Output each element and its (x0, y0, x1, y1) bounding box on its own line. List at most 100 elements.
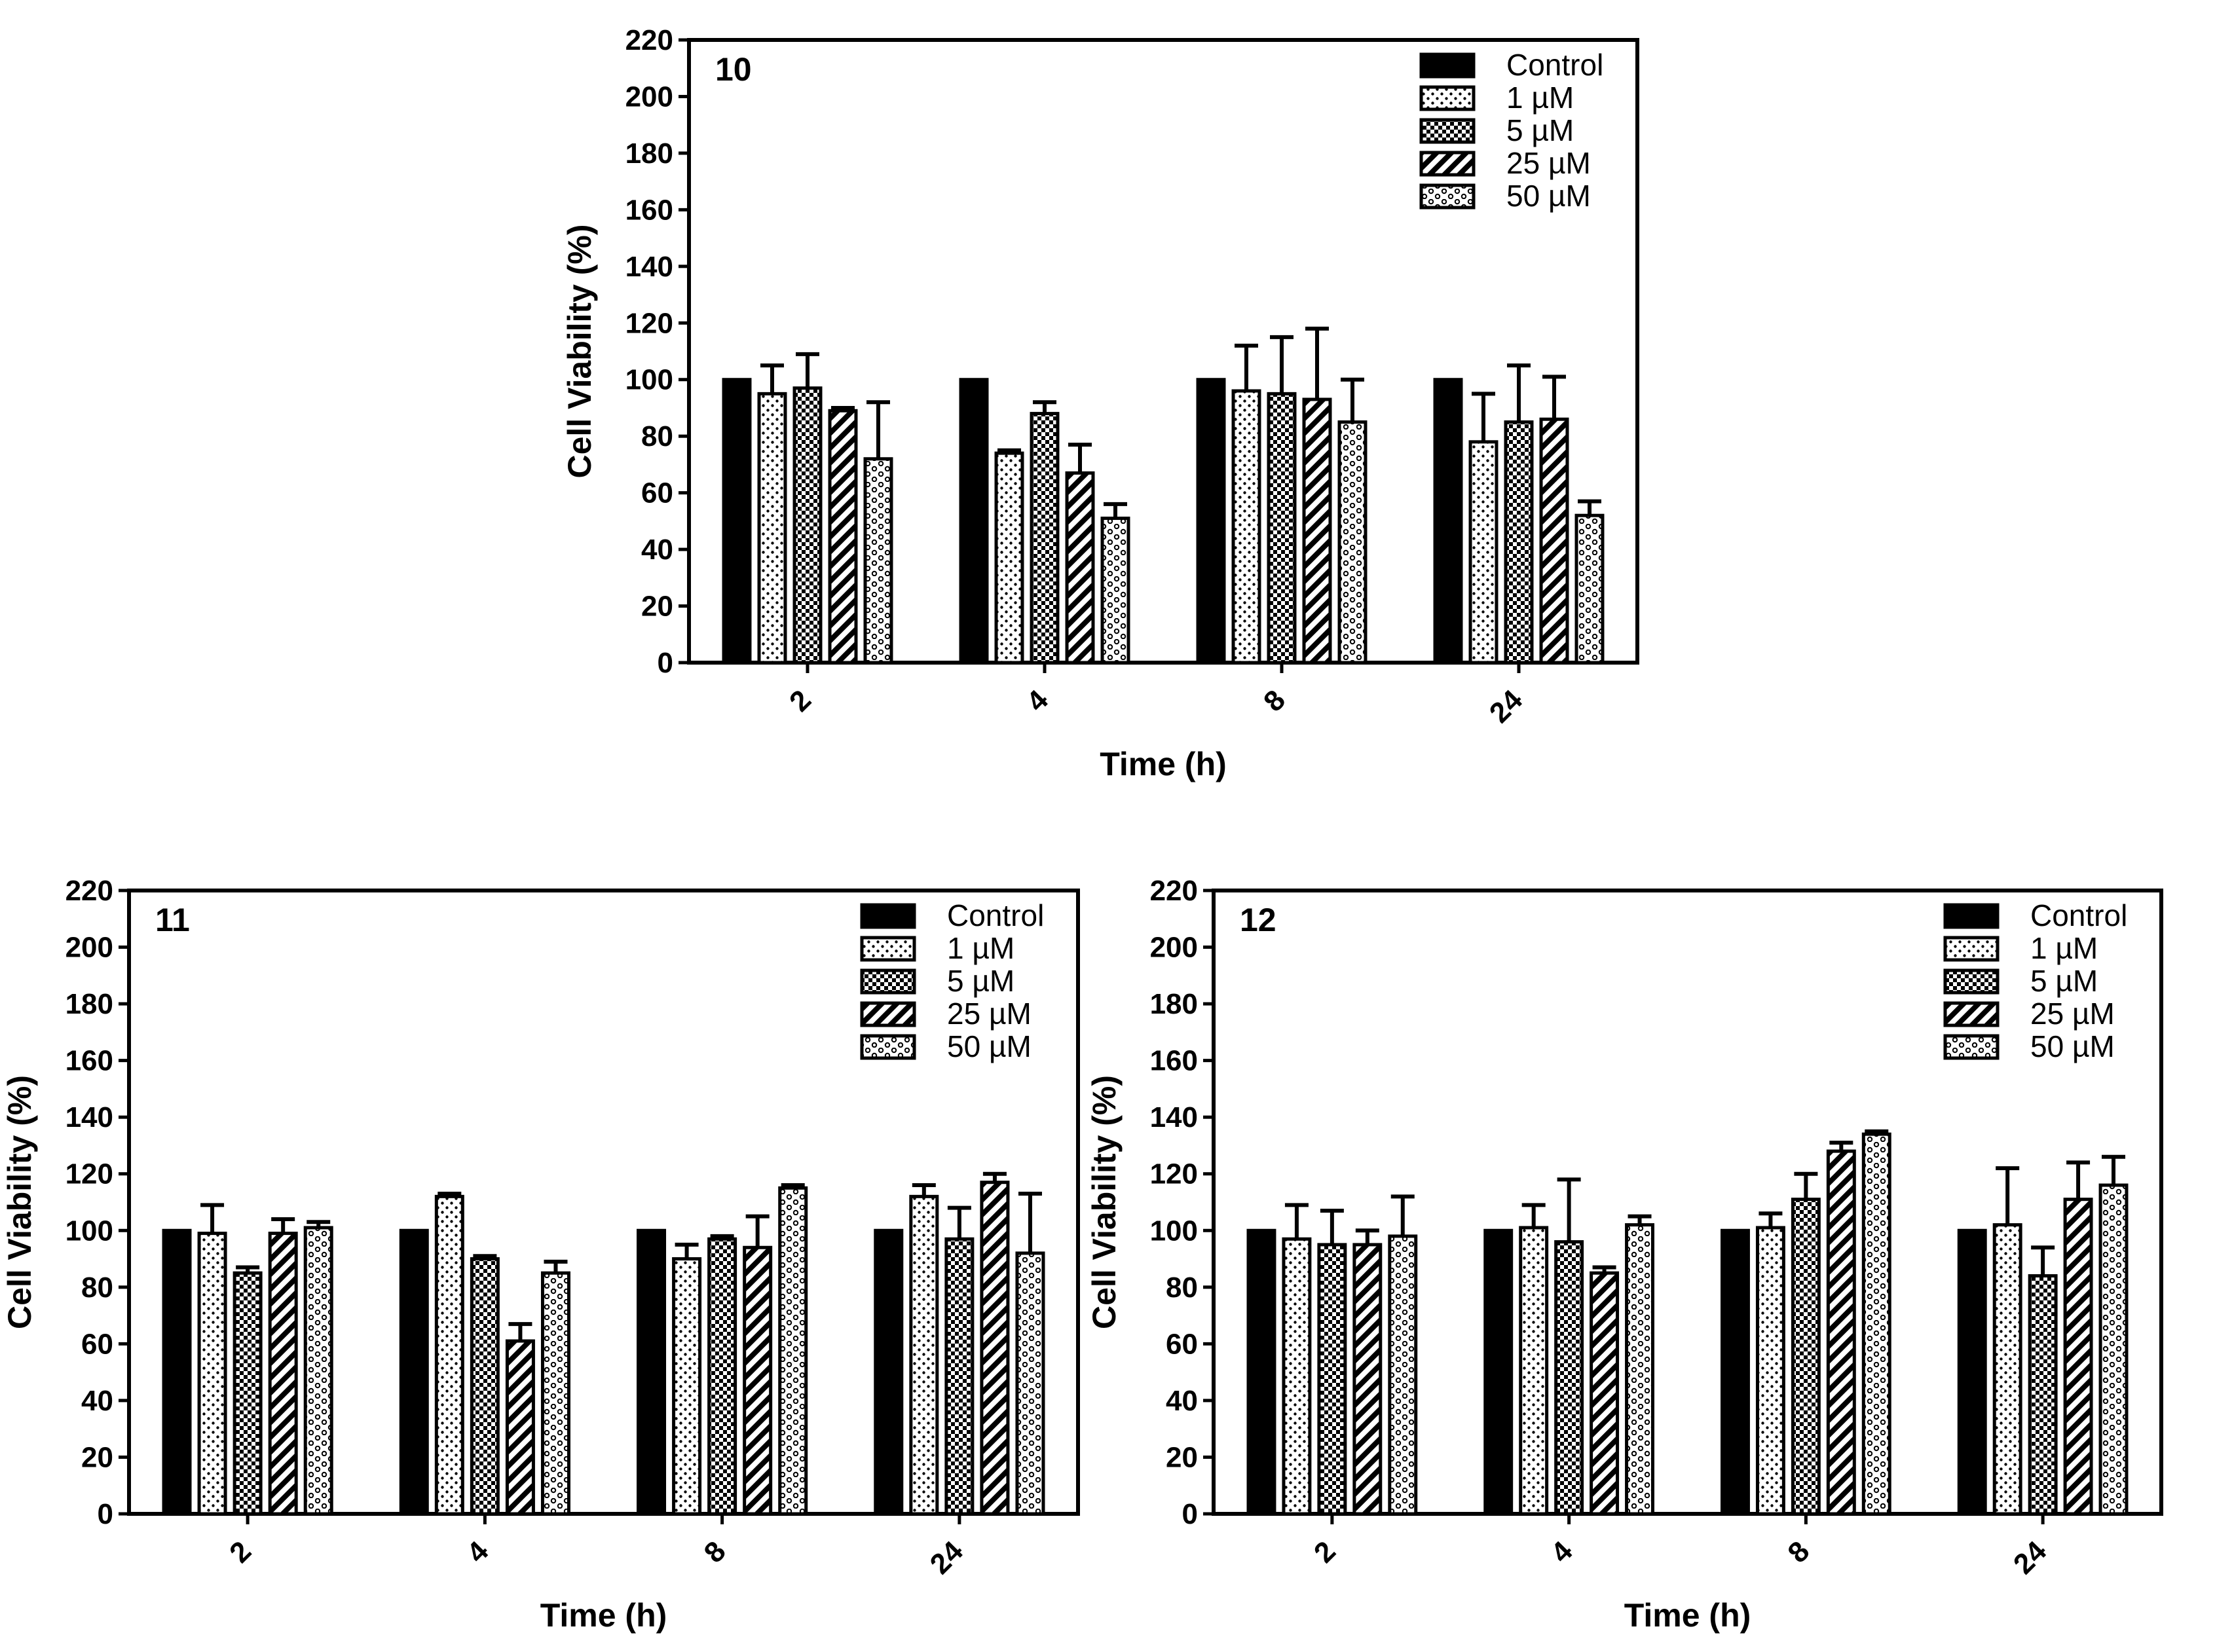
y-tick-label: 60 (81, 1328, 113, 1360)
y-tick-label: 20 (81, 1441, 113, 1473)
bar (2028, 1274, 2058, 1516)
legend-swatch (860, 1034, 916, 1060)
chart-panel-11: 0 20 40 60 80 100 120 140 160 180 200 220 Cell Viabi… (1, 875, 1080, 1634)
bar (1352, 1243, 1383, 1516)
legend-swatch (860, 936, 916, 962)
y-tick-label: 140 (625, 251, 673, 283)
y-tick-label: 20 (1166, 1441, 1198, 1473)
x-tick-label: 4 (460, 1535, 494, 1569)
bar (1483, 1228, 1514, 1516)
bar (197, 1232, 227, 1516)
bar (909, 1194, 939, 1516)
bar (722, 378, 752, 665)
bar (1317, 1243, 1347, 1516)
plot-frame (127, 889, 1080, 1516)
y-tick-label: 140 (1150, 1101, 1198, 1133)
bar (1282, 1237, 1312, 1516)
x-tick-label: 8 (1257, 684, 1292, 718)
bar (1302, 397, 1332, 665)
legend-label: 50 µM (1506, 179, 1591, 213)
y-tick-label: 160 (65, 1045, 113, 1077)
legend-swatch (1943, 936, 2000, 962)
y-tick-label: 0 (658, 647, 673, 679)
y-tick-label: 200 (65, 932, 113, 964)
bar (1065, 471, 1095, 665)
x-tick-label: 24 (924, 1535, 970, 1581)
y-tick-label: 100 (1150, 1215, 1198, 1247)
legend-label: 1 µM (947, 931, 1014, 965)
y-tick-label: 80 (641, 420, 673, 452)
x-tick-label: 2 (783, 684, 817, 718)
bar (1539, 417, 1569, 665)
legend-swatch (860, 903, 916, 929)
bar (1196, 378, 1226, 665)
bar (672, 1257, 702, 1516)
bar (540, 1271, 570, 1516)
panel-label: 11 (155, 902, 190, 938)
bar (1030, 412, 1060, 665)
bar (1574, 513, 1605, 665)
x-axis-title: Time (h) (1624, 1597, 1751, 1634)
bar (980, 1181, 1010, 1516)
bar (778, 1186, 808, 1516)
bar (233, 1271, 263, 1516)
y-tick-label: 220 (1150, 875, 1198, 907)
legend-swatch (1943, 903, 2000, 929)
bar (994, 451, 1024, 665)
bar (505, 1339, 535, 1516)
y-tick-label: 160 (1150, 1045, 1198, 1077)
x-tick-label: 24 (2007, 1535, 2053, 1581)
legend-swatch (1943, 968, 2000, 995)
bar (863, 457, 893, 665)
legend-swatch (1419, 52, 1476, 79)
legend-label: 5 µM (2030, 964, 2098, 998)
y-tick-label: 40 (641, 534, 673, 566)
legend-label: 25 µM (947, 997, 1032, 1031)
chart-panel-10: 0 20 40 60 80 100 120 140 160 180 200 220 Cell Viabi… (561, 24, 1639, 782)
y-tick-label: 60 (641, 477, 673, 509)
y-axis-title: Cell Viability (%) (561, 224, 598, 478)
bar (959, 378, 989, 665)
bar (1337, 420, 1368, 665)
bar (1519, 1226, 1549, 1516)
x-tick-label: 8 (1781, 1535, 1815, 1569)
bar (1267, 392, 1297, 665)
bar (1755, 1226, 1785, 1516)
y-tick-label: 120 (65, 1158, 113, 1190)
y-axis-title: Cell Viability (%) (1, 1075, 38, 1329)
chart-panel-12: 0 20 40 60 80 100 120 140 160 180 200 220 Cell Viabi… (1086, 875, 2163, 1634)
y-tick-label: 140 (65, 1101, 113, 1133)
legend-label: Control (947, 898, 1044, 932)
bar (162, 1228, 192, 1516)
legend-swatch (860, 1001, 916, 1027)
y-tick-label: 220 (65, 875, 113, 907)
bar (1231, 389, 1261, 665)
bar (1590, 1271, 1620, 1516)
y-axis-title: Cell Viability (%) (1086, 1075, 1123, 1329)
y-tick-label: 120 (1150, 1158, 1198, 1190)
bar (1826, 1149, 1856, 1516)
bar (1861, 1132, 1891, 1516)
y-tick-label: 40 (81, 1385, 113, 1417)
legend-swatch (1419, 118, 1476, 144)
x-axis-title: Time (h) (540, 1597, 667, 1634)
legend-swatch (1419, 85, 1476, 111)
bar (303, 1226, 333, 1516)
y-tick-label: 180 (1150, 988, 1198, 1020)
y-tick-label: 60 (1166, 1328, 1198, 1360)
bar (874, 1228, 904, 1516)
legend-swatch (1943, 1034, 2000, 1060)
bar (1625, 1223, 1654, 1516)
legend-swatch (1419, 183, 1476, 210)
legend-label: 1 µM (2030, 931, 2098, 965)
bar (637, 1228, 667, 1516)
bar (828, 409, 858, 665)
legend-swatch (860, 968, 916, 995)
panel-label: 10 (715, 51, 752, 88)
legend-label: 1 µM (1506, 81, 1574, 115)
bar (2063, 1198, 2093, 1516)
y-tick-label: 200 (1150, 932, 1198, 964)
legend-label: 25 µM (2030, 997, 2115, 1031)
y-tick-label: 220 (625, 24, 673, 56)
